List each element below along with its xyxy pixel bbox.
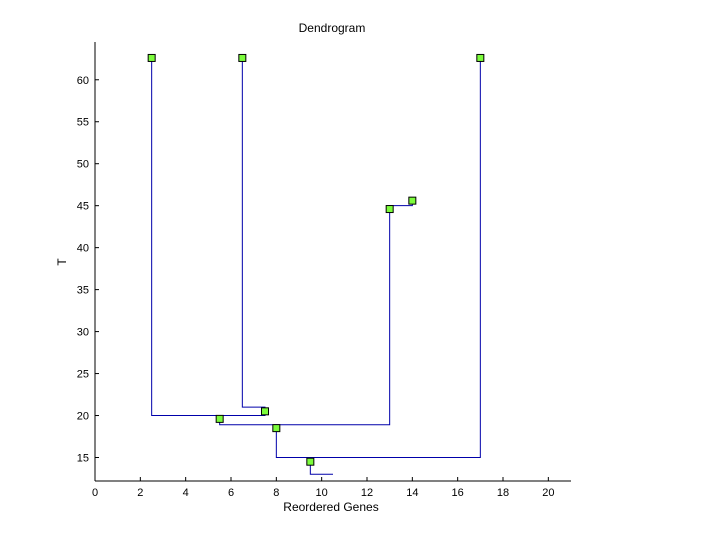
chart-title: Dendrogram	[299, 21, 366, 35]
x-ticks: 0 2 4 6 8 10 12 14 16 18 20	[92, 477, 554, 499]
dendrogram-nodes	[147, 53, 485, 466]
x-tick-label: 12	[361, 487, 373, 499]
x-tick-label: 0	[92, 487, 98, 499]
dendrogram-node	[272, 424, 281, 433]
x-tick-label: 6	[228, 487, 234, 499]
y-tick-label: 45	[77, 201, 89, 213]
y-tick-label: 40	[77, 243, 89, 255]
x-axis-label: Reordered Genes	[283, 500, 378, 514]
y-tick-label: 60	[77, 75, 89, 87]
dendrogram-node	[238, 53, 247, 62]
y-tick-label: 20	[77, 411, 89, 423]
x-tick-label: 16	[452, 487, 464, 499]
dendrogram-node	[476, 53, 485, 62]
dendrogram-link	[275, 57, 481, 458]
dendrogram-link	[309, 461, 333, 475]
y-ticks: 15 20 25 30 35 40 45 50 55 60	[77, 75, 99, 464]
x-tick-label: 18	[497, 487, 509, 499]
y-tick-label: 30	[77, 327, 89, 339]
y-axis-label: T	[55, 258, 69, 266]
dendrogram-node	[215, 414, 224, 423]
dendrogram-node	[408, 196, 417, 205]
dendrogram-node	[306, 457, 315, 466]
dendrogram-node	[385, 205, 394, 214]
y-tick-label: 55	[77, 117, 89, 129]
x-tick-label: 4	[183, 487, 189, 499]
axes: 0 2 4 6 8 10 12 14 16 18 20 15 20 25 30 35 40 45 50 55 60	[77, 42, 571, 499]
x-tick-label: 2	[137, 487, 143, 499]
x-tick-label: 20	[542, 487, 554, 499]
y-tick-label: 50	[77, 159, 89, 171]
y-tick-label: 35	[77, 285, 89, 297]
x-tick-label: 8	[273, 487, 279, 499]
dendrogram-node	[147, 53, 156, 62]
x-tick-label: 14	[406, 487, 418, 499]
y-tick-label: 25	[77, 369, 89, 381]
dendrogram-node	[261, 407, 269, 416]
x-tick-label: 10	[316, 487, 328, 499]
y-tick-label: 15	[77, 452, 89, 464]
